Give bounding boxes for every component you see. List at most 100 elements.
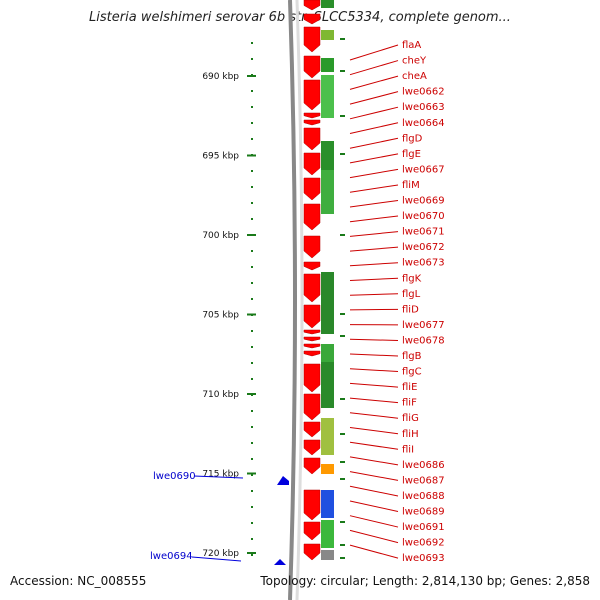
gene-label: fliM	[402, 180, 420, 191]
blue-leader-line	[193, 475, 244, 479]
gene-label: fliD	[402, 304, 419, 315]
gene-label: lwe0693	[402, 553, 445, 564]
minor-tick	[251, 506, 253, 508]
gene-arrow	[303, 336, 321, 342]
gene-arrow	[303, 13, 321, 25]
tick-label: 705 kbp	[202, 311, 239, 321]
minor-tick	[251, 522, 253, 524]
analysis-block	[321, 170, 334, 214]
gene-arrow	[303, 119, 321, 126]
minor-tick	[251, 282, 253, 284]
analysis-marker	[340, 153, 345, 155]
gene-arrow	[303, 203, 321, 231]
gene-leader-line	[349, 515, 399, 528]
gene-labels-group: flaA cheY cheA lwe0662 lwe0663 lwe0664 flgD flg…	[349, 40, 445, 564]
gene-leader-line	[349, 382, 399, 388]
tick-label: 720 kbp	[202, 549, 239, 559]
analysis-block	[321, 418, 334, 455]
backbone-group	[288, 0, 304, 600]
gene-label: lwe0688	[402, 491, 445, 502]
analysis-block	[321, 464, 334, 474]
gene-arrow	[303, 304, 321, 329]
gene-leader-line	[349, 544, 399, 559]
tick-label: 715 kbp	[202, 470, 239, 480]
minor-tick	[251, 378, 253, 380]
gene-arrow	[303, 521, 321, 541]
analysis-marker	[340, 313, 345, 315]
gene-arrow	[303, 439, 321, 456]
minor-tick	[251, 122, 253, 124]
gene-arrow	[303, 79, 321, 111]
gene-leader-line	[349, 529, 399, 544]
analysis-marker	[340, 234, 345, 236]
gene-label: fliE	[402, 382, 417, 393]
blue-leader-line	[191, 556, 242, 562]
minor-tick	[251, 234, 253, 236]
minor-tick	[251, 554, 253, 556]
analysis-marker	[340, 335, 345, 337]
gene-label: lwe0669	[402, 196, 445, 207]
accession-text: Accession: NC_008555	[10, 574, 147, 588]
gene-arrow	[303, 112, 321, 119]
analysis-marker	[340, 521, 345, 523]
gene-arrow	[303, 393, 321, 421]
analysis-marker	[340, 70, 345, 72]
minor-tick	[251, 90, 253, 92]
gene-arrow	[303, 55, 321, 79]
gene-arrow	[303, 363, 321, 393]
gene-label: flgK	[402, 273, 422, 284]
gene-label: lwe0687	[402, 475, 445, 486]
minor-tick	[251, 410, 253, 412]
gene-leader-line	[349, 412, 399, 419]
gene-label: lwe0672	[402, 242, 445, 253]
gene-leader-line	[349, 427, 399, 435]
minor-tick	[251, 426, 253, 428]
ruler-group: 690 kbp 695 kbp 700 kbp 705 kbp 710 kbp 715 k…	[202, 42, 256, 559]
minor-tick	[251, 186, 253, 188]
gene-leader-line	[349, 368, 399, 373]
gene-arrow	[303, 543, 321, 561]
gene-leader-line	[349, 106, 399, 120]
gene-leader-line	[349, 75, 399, 90]
gene-arrow	[303, 457, 321, 475]
minor-tick	[251, 42, 253, 44]
gene-label: flgL	[402, 289, 421, 300]
gene-leader-line	[349, 246, 399, 252]
analysis-block	[321, 490, 334, 518]
gene-arrow	[303, 489, 321, 521]
gene-label: lwe0667	[402, 164, 445, 175]
minor-tick	[251, 346, 253, 348]
analysis-block	[321, 550, 334, 560]
gene-leader-line	[349, 137, 399, 149]
analysis-marker	[340, 557, 345, 559]
backbone-arc	[288, 0, 297, 600]
gene-label: lwe0691	[402, 522, 445, 533]
gene-label: lwe0673	[402, 258, 445, 269]
analysis-block	[321, 520, 334, 548]
gene-label: flgE	[402, 149, 421, 160]
minor-tick	[251, 170, 253, 172]
analysis-block	[321, 58, 334, 72]
gene-leader-line	[349, 262, 399, 267]
minor-tick	[251, 442, 253, 444]
gene-leader-line	[349, 338, 399, 341]
gene-arrow	[303, 329, 321, 335]
gene-leader-line	[349, 471, 399, 481]
blue-feature-label: lwe0690	[153, 471, 196, 482]
gene-label: fliH	[402, 429, 419, 440]
gene-arrow	[303, 0, 321, 11]
minor-tick	[251, 490, 253, 492]
analysis-block	[321, 272, 334, 334]
minor-tick	[251, 330, 253, 332]
minor-tick	[251, 106, 253, 108]
gene-arrow	[303, 26, 321, 53]
gene-arrow	[303, 127, 321, 151]
gene-label: lwe0678	[402, 335, 445, 346]
gene-leader-line	[349, 168, 399, 179]
analysis-marker	[340, 38, 345, 40]
analysis-marker	[340, 398, 345, 400]
analysis-block	[321, 0, 334, 8]
gene-leader-line	[349, 153, 399, 164]
tick-label: 695 kbp	[202, 152, 239, 162]
